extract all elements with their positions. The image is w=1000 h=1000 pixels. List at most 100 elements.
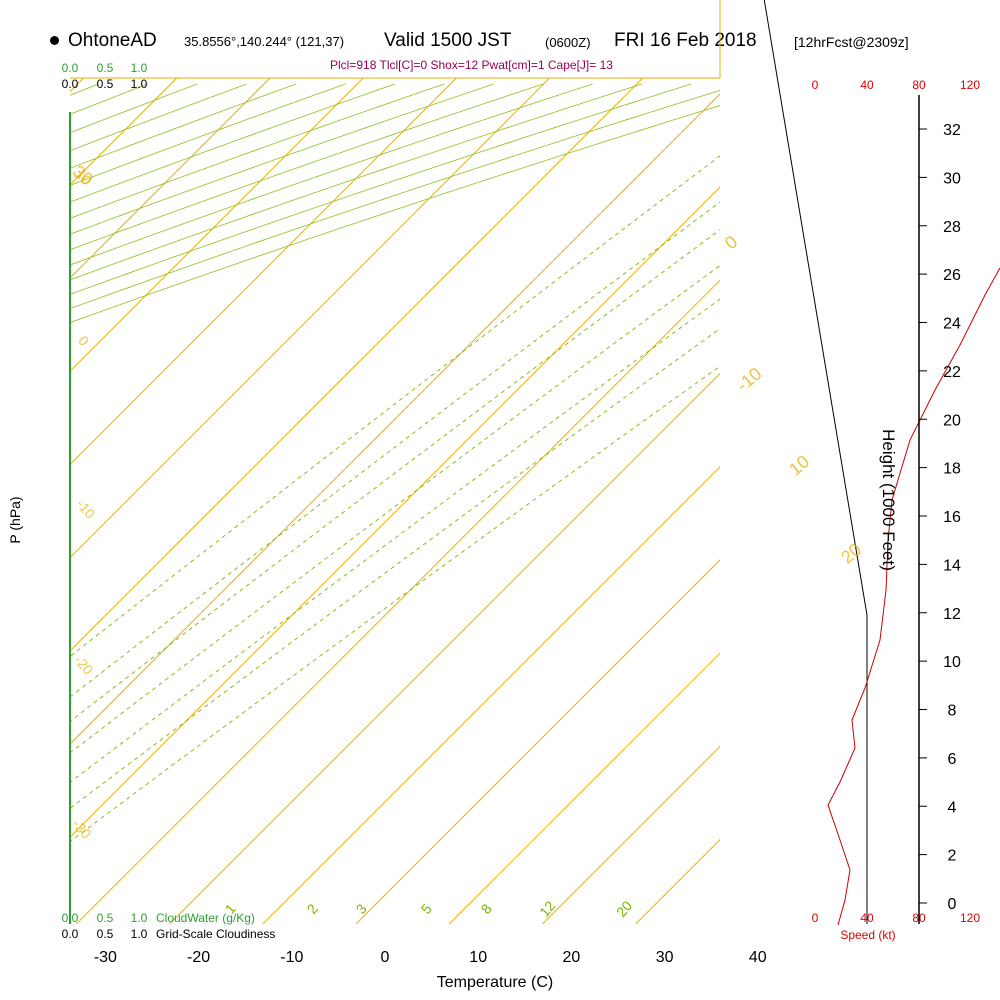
height-tick-label: 30 bbox=[943, 170, 961, 187]
height-profile-line bbox=[827, 267, 1000, 926]
isotherm-line bbox=[822, 78, 1000, 924]
isotherm-line bbox=[70, 78, 550, 559]
valid-date: FRI 16 Feb 2018 bbox=[614, 30, 757, 51]
temperature-axis-title: Temperature (C) bbox=[437, 974, 553, 991]
cloudwater-tick-label: 0.5 bbox=[97, 61, 114, 75]
dry-adiabat-line bbox=[70, 83, 692, 295]
wind-speed-tick-label: 40 bbox=[860, 78, 874, 92]
valid-time: Valid 1500 JST bbox=[384, 30, 512, 51]
height-tick-label: 16 bbox=[943, 509, 961, 526]
isotherm-line bbox=[542, 745, 720, 924]
cloudiness-tick-label: 1.0 bbox=[131, 927, 148, 941]
dry-adiabat-line bbox=[70, 83, 643, 281]
height-tick-label: 26 bbox=[943, 267, 961, 284]
isotherm-label: 20 bbox=[837, 539, 865, 567]
mixing-ratio-label: 3 bbox=[353, 901, 370, 917]
cloudwater-tick-label: 0.0 bbox=[62, 61, 79, 75]
dry-adiabat-line bbox=[70, 83, 198, 134]
dry-adiabat-label: -30 bbox=[69, 816, 94, 842]
isotherm-line bbox=[262, 466, 720, 924]
isotherm-line bbox=[448, 652, 720, 924]
dry-adiabat-line bbox=[70, 89, 720, 310]
temperature-tick-label: 20 bbox=[563, 949, 581, 966]
plot-frame bbox=[69, 0, 721, 924]
dry-adiabat-label: -10 bbox=[73, 496, 98, 522]
wind-speed-tick-label: 0 bbox=[812, 911, 819, 925]
cloudiness-tick-label: 0.0 bbox=[62, 927, 79, 941]
isotherm-line bbox=[355, 559, 720, 924]
isotherm-line bbox=[635, 838, 720, 924]
temperature-tick-label: -10 bbox=[280, 949, 303, 966]
mixing-ratio-line bbox=[70, 328, 720, 809]
forecast-info: [12hrFcst@2309z] bbox=[794, 34, 909, 50]
mixing-ratio-line bbox=[70, 229, 720, 723]
dry-adiabat-line bbox=[70, 83, 297, 169]
isotherm-line bbox=[169, 372, 720, 924]
isotherm-label: -10 bbox=[733, 363, 766, 395]
wind-speed-tick-label: 80 bbox=[912, 78, 926, 92]
pressure-axis-title: P (hPa) bbox=[7, 496, 23, 543]
cloudwater-tick-label: 0.0 bbox=[62, 911, 79, 925]
height-tick-label: 14 bbox=[943, 557, 961, 574]
station-coords: 35.8556°,140.244° (121,37) bbox=[184, 34, 345, 49]
height-tick-label: 8 bbox=[948, 703, 957, 720]
dry-adiabat-line bbox=[70, 105, 720, 324]
wind-speed-tick-label: 120 bbox=[960, 78, 980, 92]
mixing-ratio-label: 8 bbox=[478, 901, 495, 917]
height-tick-label: 4 bbox=[948, 799, 957, 816]
isotherm-label: 0 bbox=[721, 232, 742, 254]
cloudwater-axis-title: CloudWater (g/Kg) bbox=[156, 911, 255, 925]
isotherm-line bbox=[70, 186, 720, 838]
height-axis-title: Height (1000 Feet) bbox=[879, 429, 898, 571]
stability-indices: Plcl=918 Tlcl[C]=0 Shox=12 Pwat[cm]=1 Ca… bbox=[330, 58, 613, 72]
height-tick-label: 22 bbox=[943, 364, 961, 381]
mixing-ratio-label: 20 bbox=[613, 898, 635, 920]
isotherm-line bbox=[729, 78, 1000, 924]
cloudiness-tick-label: 0.0 bbox=[62, 77, 79, 91]
height-tick-label: 24 bbox=[943, 316, 961, 333]
mixing-ratio-line bbox=[70, 264, 720, 754]
cloudiness-tick-label: 0.5 bbox=[97, 927, 114, 941]
mixing-ratio-label: 2 bbox=[304, 901, 321, 917]
cloudiness-tick-label: 1.0 bbox=[131, 77, 148, 91]
axes: -100102030100-10-20-30123581220250300400… bbox=[7, 61, 980, 991]
dry-adiabat-label: 0 bbox=[75, 333, 92, 349]
temperature-tick-label: 30 bbox=[656, 949, 674, 966]
dry-adiabat-line bbox=[70, 83, 396, 203]
cloudiness-tick-label: 0.5 bbox=[97, 77, 114, 91]
height-tick-label: 28 bbox=[943, 219, 961, 236]
wind-panel-edge bbox=[763, 0, 868, 616]
cloudiness-axis-title: Grid-Scale Cloudiness bbox=[156, 927, 275, 941]
mixing-ratio-line bbox=[70, 201, 720, 698]
isotherm-line bbox=[70, 78, 457, 466]
wind-speed-tick-label: 0 bbox=[812, 78, 819, 92]
mixing-ratio-line bbox=[70, 155, 720, 658]
isotherm-line bbox=[70, 78, 271, 279]
dry-adiabat-label: -20 bbox=[71, 652, 96, 678]
height-tick-label: 2 bbox=[948, 848, 957, 865]
mixing-ratio-line bbox=[70, 365, 720, 843]
height-tick-label: 20 bbox=[943, 412, 961, 429]
mixing-ratio-label: 12 bbox=[536, 898, 558, 920]
height-tick-label: 32 bbox=[943, 122, 961, 139]
chart-header: OhtoneAD 35.8556°,140.244° (121,37) Vali… bbox=[0, 0, 1000, 72]
isotherm-line bbox=[70, 78, 644, 652]
wind-speed-axis-title: Speed (kt) bbox=[840, 928, 895, 942]
cloudwater-tick-label: 0.5 bbox=[97, 911, 114, 925]
height-tick-label: 12 bbox=[943, 606, 961, 623]
mixing-ratio-label: 5 bbox=[418, 901, 435, 917]
wind-panel bbox=[763, 0, 1000, 926]
temperature-tick-label: 10 bbox=[469, 949, 487, 966]
dry-adiabat-line bbox=[70, 83, 346, 186]
isotherm-line bbox=[76, 279, 720, 924]
station-name: OhtoneAD bbox=[68, 30, 157, 51]
mixing-ratio-line bbox=[70, 298, 720, 783]
dry-adiabat-line bbox=[70, 83, 494, 235]
temperature-tick-label: -20 bbox=[187, 949, 210, 966]
height-tick-label: 0 bbox=[948, 896, 957, 913]
isotherm-line bbox=[70, 78, 364, 372]
height-tick-label: 18 bbox=[943, 461, 961, 478]
temperature-tick-label: 0 bbox=[381, 949, 390, 966]
isotherm-line bbox=[915, 78, 1000, 924]
height-tick-label: 6 bbox=[948, 751, 957, 768]
